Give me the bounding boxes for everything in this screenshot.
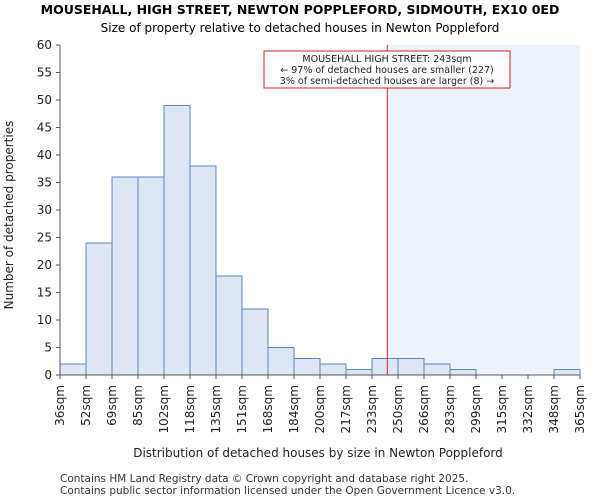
y-ticks: 0 5 10 15 20 25 30 35 40 45 50 55 60: [37, 38, 60, 382]
x-tick-label-135sqm: 135sqm: [209, 385, 223, 433]
y-tick-label-35: 35: [37, 176, 52, 190]
bar-184sqm: [293, 358, 321, 376]
y-tick-label-55: 55: [37, 66, 52, 80]
x-tick-label-151sqm: 151sqm: [235, 385, 249, 433]
x-tick-label-69sqm: 69sqm: [105, 385, 119, 426]
y-tick-label-25: 25: [37, 231, 52, 245]
bar-200sqm: [319, 363, 347, 376]
x-tick-label-348sqm: 348sqm: [547, 385, 561, 433]
x-tick-label-315sqm: 315sqm: [495, 385, 509, 433]
bar-52sqm: [85, 242, 113, 376]
y-tick-label-20: 20: [37, 258, 52, 272]
y-tick-label-40: 40: [37, 148, 52, 162]
x-tick-label-250sqm: 250sqm: [391, 385, 405, 433]
footer-line-2: Contains public sector information licen…: [60, 485, 515, 497]
x-tick-label-85sqm: 85sqm: [131, 385, 145, 426]
x-tick-label-266sqm: 266sqm: [417, 385, 431, 433]
y-axis-label: Number of detached properties: [2, 121, 16, 310]
footer-line-1: Contains HM Land Registry data © Crown c…: [60, 473, 468, 485]
bar-283sqm: [449, 369, 477, 376]
x-tick-label-52sqm: 52sqm: [79, 385, 93, 426]
bar-151sqm: [241, 308, 269, 376]
x-axis-label: Distribution of detached houses by size …: [133, 446, 503, 460]
bar-36sqm: [59, 363, 87, 376]
y-tick-label-0: 0: [44, 368, 52, 382]
annotation-line-1: MOUSEHALL HIGH STREET: 243sqm: [302, 54, 471, 65]
x-tick-label-283sqm: 283sqm: [443, 385, 457, 433]
bar-168sqm: [267, 347, 295, 376]
x-tick-label-168sqm: 168sqm: [261, 385, 275, 433]
bar-135sqm: [215, 275, 243, 376]
y-tick-label-30: 30: [37, 203, 52, 217]
y-tick-label-60: 60: [37, 38, 52, 52]
chart-subtitle: Size of property relative to detached ho…: [101, 21, 500, 35]
x-tick-label-217sqm: 217sqm: [339, 385, 353, 433]
x-tick-label-332sqm: 332sqm: [521, 385, 535, 433]
chart-title: MOUSEHALL, HIGH STREET, NEWTON POPPLEFOR…: [41, 2, 560, 17]
bar-217sqm: [345, 369, 373, 376]
bar-233sqm: [371, 358, 399, 376]
x-tick-label-299sqm: 299sqm: [469, 385, 483, 433]
annotation-line-3: 3% of semi-detached houses are larger (8…: [280, 76, 494, 87]
bar-118sqm: [189, 165, 217, 376]
bar-69sqm: [111, 176, 139, 376]
annotation-border: [263, 50, 511, 89]
y-tick-label-10: 10: [37, 313, 52, 327]
x-ticks: 36sqm 52sqm 69sqm 85sqm 102sqm 118sqm 135sqm 15…: [53, 375, 587, 433]
annotation-box: MOUSEHALL HIGH STREET: 243sqm ← 97% of d…: [263, 50, 511, 89]
bars: [59, 105, 581, 376]
bar-102sqm: [163, 105, 191, 376]
x-tick-label-184sqm: 184sqm: [287, 385, 301, 433]
bar-266sqm: [423, 363, 451, 376]
bar-348sqm: [553, 369, 581, 376]
annotation-line-2: ← 97% of detached houses are smaller (22…: [280, 65, 493, 76]
x-tick-label-233sqm: 233sqm: [365, 385, 379, 433]
x-tick-label-118sqm: 118sqm: [183, 385, 197, 433]
x-tick-label-102sqm: 102sqm: [157, 385, 171, 433]
bar-85sqm: [137, 176, 165, 376]
x-tick-label-365sqm: 365sqm: [573, 385, 587, 433]
y-tick-label-5: 5: [44, 341, 52, 355]
bar-250sqm: [397, 358, 425, 376]
y-tick-label-50: 50: [37, 93, 52, 107]
shaded-region: [387, 45, 580, 375]
shaded-larger-region: [387, 45, 580, 375]
y-tick-label-15: 15: [37, 286, 52, 300]
x-tick-label-36sqm: 36sqm: [53, 385, 67, 426]
y-tick-label-45: 45: [37, 121, 52, 135]
x-tick-label-200sqm: 200sqm: [313, 385, 327, 433]
